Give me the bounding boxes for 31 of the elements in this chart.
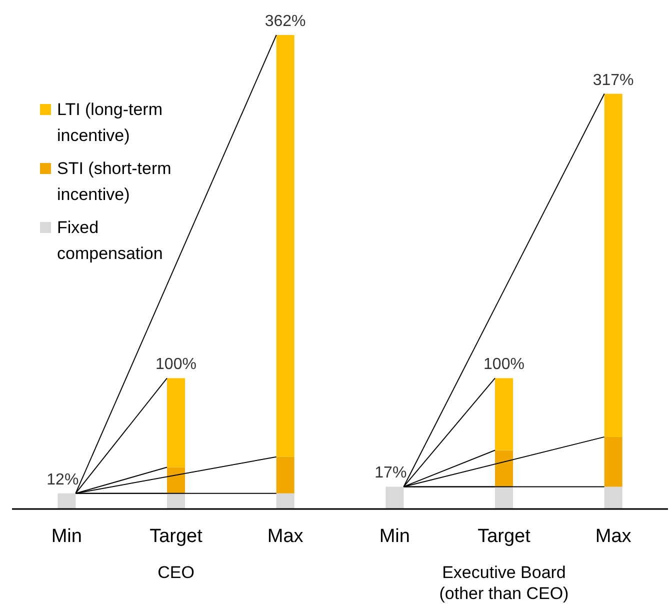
bar (604, 94, 622, 437)
bar (167, 467, 185, 494)
legend-label: LTI (long-term incentive) (57, 100, 162, 145)
bar (495, 486, 513, 509)
bar (276, 35, 294, 457)
bar (604, 436, 622, 487)
legend-label: Fixed compensation (57, 218, 163, 263)
legend-label: STI (short-term incentive) (57, 159, 172, 204)
x-tick-label: Target (150, 526, 204, 547)
bar (167, 378, 185, 468)
x-tick-label: Target (478, 526, 532, 547)
bar (495, 378, 513, 450)
annotation: 100% (484, 356, 524, 374)
bar (495, 450, 513, 487)
x-tick-label: Max (267, 526, 304, 547)
bar (167, 493, 185, 509)
bar (58, 493, 76, 509)
x-tick-label: Max (595, 526, 632, 547)
annotation: 100% (156, 356, 196, 374)
text: CEO (158, 563, 194, 582)
x-tick-label: Min (379, 526, 410, 547)
text: 362% (264, 13, 306, 30)
text: Executive Board (other than CEO) (439, 563, 569, 603)
bar (276, 456, 294, 494)
annotation: 12% (46, 471, 79, 488)
annotation: 317% (592, 72, 634, 89)
annotation: 17% (374, 464, 407, 482)
bar (386, 486, 404, 509)
x-tick-label: Min (51, 526, 82, 547)
bar (604, 486, 622, 509)
bar (276, 493, 294, 509)
